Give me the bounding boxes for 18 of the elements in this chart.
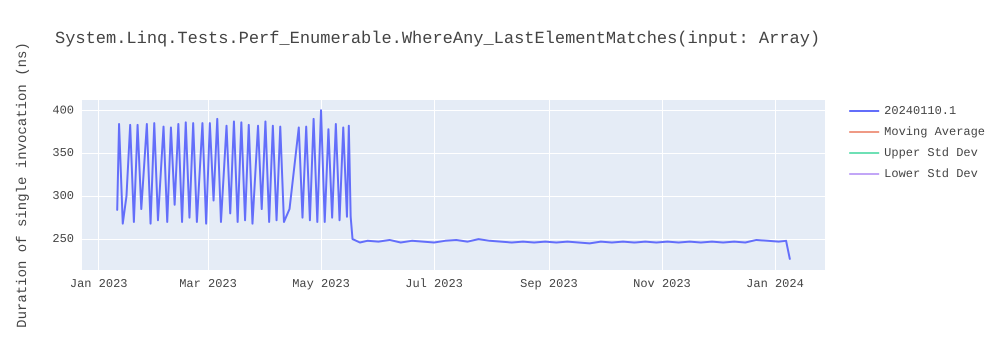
x-tick-label: Jan 2024 (746, 277, 804, 291)
legend-label: 20240110.1 (884, 104, 956, 118)
y-tick-label: 350 (52, 146, 74, 160)
y-tick-label: 300 (52, 189, 74, 204)
line-series (116, 109, 791, 260)
x-tick-label: Jul 2023 (405, 277, 463, 291)
y-tick-label: 250 (52, 232, 74, 246)
legend-label: Upper Std Dev (884, 146, 978, 160)
x-tick-label: Nov 2023 (633, 277, 691, 291)
x-tick-label: Sep 2023 (520, 277, 578, 291)
legend-label: Lower Std Dev (884, 167, 978, 181)
y-axis-title: Duration of single invocation (ns) (15, 42, 31, 328)
chart-title: System.Linq.Tests.Perf_Enumerable.WhereAny_LastElementMatches(input: Array) (55, 30, 820, 49)
x-tick-label: Mar 2023 (179, 277, 237, 291)
x-tick-label: Jan 2023 (70, 277, 128, 291)
y-tick-label: 400 (52, 103, 74, 118)
x-tick-label: May 2023 (292, 277, 350, 291)
legend-label: Moving Average (884, 125, 986, 139)
